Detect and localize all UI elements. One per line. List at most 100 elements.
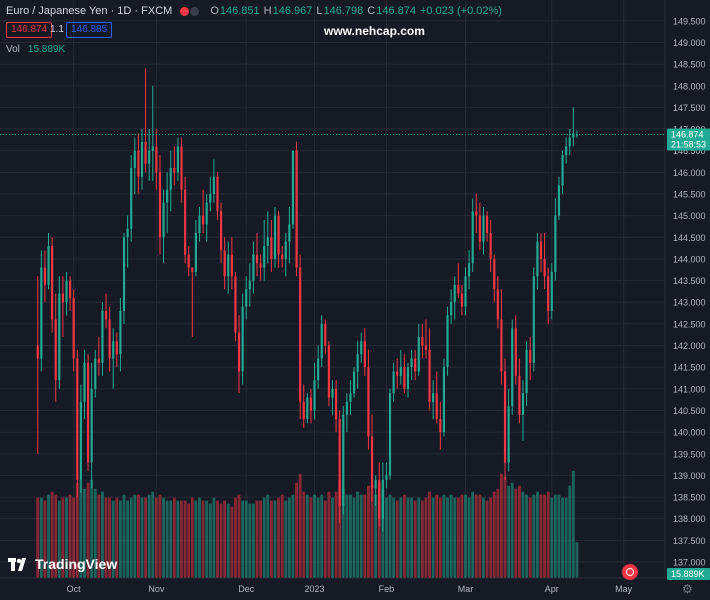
candle-body xyxy=(482,215,485,242)
volume-bar xyxy=(262,497,266,578)
price-tick-label: 148.000 xyxy=(673,81,706,91)
candle-body xyxy=(439,419,442,433)
sell-price-button[interactable]: 146.874 xyxy=(6,22,53,38)
volume-bar xyxy=(478,494,482,578)
volume-bar xyxy=(162,497,165,578)
volume-bar xyxy=(176,500,180,578)
candle-body xyxy=(212,176,215,195)
candle-body xyxy=(104,310,108,320)
volume-bar xyxy=(356,491,360,578)
candle-body xyxy=(144,142,147,164)
candle-body xyxy=(503,371,507,463)
volume-bar xyxy=(500,473,503,578)
candle-body xyxy=(370,436,374,489)
volume-legend[interactable]: Vol 15.889K xyxy=(6,44,65,55)
volume-bar xyxy=(273,500,277,578)
candle-body xyxy=(493,258,496,290)
price-tick-label: 149.500 xyxy=(673,16,706,26)
candle-body xyxy=(277,215,280,255)
volume-bar xyxy=(72,497,76,578)
candle-body xyxy=(36,345,39,359)
candle-body xyxy=(51,245,54,320)
volume-bar xyxy=(313,494,316,578)
volume-bar xyxy=(79,479,83,578)
price-tick-label: 140.500 xyxy=(673,406,706,416)
volume-bar xyxy=(205,500,209,578)
settings-gear-icon[interactable]: ⚙ xyxy=(682,582,693,596)
price-tick-label: 144.000 xyxy=(673,254,706,264)
volume-bar xyxy=(395,500,399,578)
volume-value: 15.889K xyxy=(27,44,66,55)
candle-body xyxy=(151,146,154,151)
volume-bar xyxy=(287,497,291,578)
volume-bar xyxy=(510,482,514,578)
candle-body xyxy=(187,254,190,268)
candle-body xyxy=(496,289,499,320)
candle-body xyxy=(140,142,144,177)
candle-body xyxy=(324,323,327,346)
market-status-icon[interactable] xyxy=(180,6,200,16)
volume-bar xyxy=(370,485,374,578)
volume-bar xyxy=(568,485,572,578)
candle-body xyxy=(475,211,478,216)
candle-body xyxy=(176,146,180,173)
volume-bar xyxy=(241,500,245,578)
price-tick-label: 143.500 xyxy=(673,276,706,286)
tradingview-logo-icon xyxy=(8,557,26,571)
candle-body xyxy=(378,479,381,519)
volume-bar xyxy=(575,542,579,578)
candle-body xyxy=(338,419,341,506)
price-tick-label: 146.000 xyxy=(673,168,706,178)
candle-body xyxy=(406,367,410,389)
time-tick-label: 2023 xyxy=(305,584,325,594)
chart-legend: Euro / Japanese Yen · 1D · FXCM O 146.851… xyxy=(6,5,502,17)
volume-bar xyxy=(420,500,424,578)
candle-body xyxy=(363,341,366,368)
volume-bar xyxy=(363,494,367,578)
volume-bar xyxy=(406,497,410,578)
volume-bar xyxy=(151,491,155,578)
candle-body xyxy=(507,406,510,463)
tradingview-logo[interactable]: TradingView xyxy=(8,556,117,572)
volume-bar xyxy=(183,500,187,578)
volume-bar xyxy=(349,494,352,578)
time-axis[interactable]: Oct Nov Dec 2023 Feb Mar Apr May xyxy=(67,584,633,594)
volume-bar xyxy=(165,500,169,578)
candle-body xyxy=(291,150,295,225)
volume-bar xyxy=(47,494,50,578)
volume-bar xyxy=(474,494,478,578)
symbol-title[interactable]: Euro / Japanese Yen · 1D · FXCM xyxy=(6,5,173,17)
candlesticks xyxy=(36,68,579,532)
volume-bar xyxy=(438,497,442,578)
candle-body xyxy=(191,267,194,272)
volume-bar xyxy=(223,500,227,578)
price-tick-label: 143.000 xyxy=(673,298,706,308)
volume-bar xyxy=(539,494,543,578)
candle-body xyxy=(270,237,273,259)
time-tick-label: May xyxy=(615,584,633,594)
volume-bar xyxy=(190,497,194,578)
candle-body xyxy=(180,146,183,190)
volume-bar xyxy=(492,491,496,578)
close-label: C xyxy=(367,5,376,17)
volume-bar xyxy=(36,497,40,578)
time-tick-label: Feb xyxy=(379,584,395,594)
candle-body xyxy=(241,306,244,372)
volume-bar xyxy=(557,494,561,578)
candle-body xyxy=(489,232,492,259)
volume-bar xyxy=(259,500,263,578)
buy-price-button[interactable]: 146.885 xyxy=(66,22,113,38)
volume-bar xyxy=(392,497,396,578)
candle-body xyxy=(313,380,316,411)
candle-body xyxy=(227,254,230,277)
alert-record-icon[interactable] xyxy=(622,564,638,580)
candle-body xyxy=(126,228,129,238)
candle-body xyxy=(547,276,550,311)
volume-bar xyxy=(104,497,108,578)
change-value: +0.023 (+0.02%) xyxy=(419,5,502,17)
candle-body xyxy=(320,323,323,359)
volume-bar xyxy=(266,494,270,578)
candle-body xyxy=(399,367,402,376)
volume-bar xyxy=(413,500,417,578)
